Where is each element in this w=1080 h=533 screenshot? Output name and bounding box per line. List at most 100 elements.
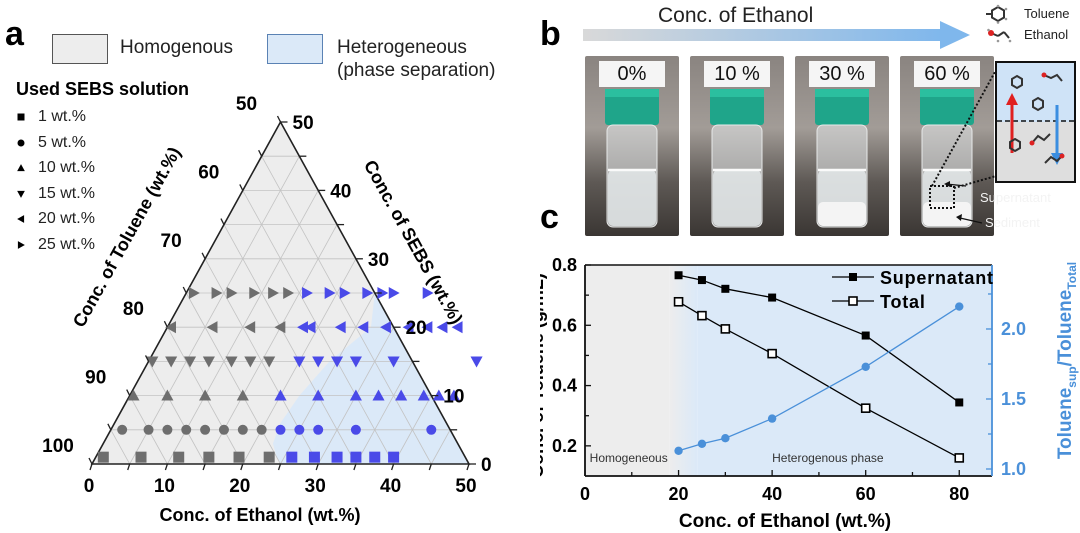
vial-cap (605, 89, 659, 125)
bottom-axis-tick (240, 463, 244, 471)
data-point-triangle-down (146, 356, 159, 368)
total-point (720, 324, 731, 334)
triangle-up-marker-shape (17, 164, 25, 172)
left-axis-tick (182, 286, 187, 294)
triangle-right-marker-shape (17, 240, 25, 249)
sebs-legend-title: Used SEBS solution (16, 79, 190, 99)
ratio-point (721, 433, 730, 443)
y-tick-label: 0.8 (552, 255, 577, 275)
data-point-triangle-left (402, 321, 414, 334)
vial-illustration (920, 89, 974, 228)
triangle-down-marker-icon (17, 190, 25, 198)
sebs-legend-label: 1 wt.% (38, 108, 87, 125)
sebs-legend-label: 20 wt.% (38, 210, 95, 227)
data-point-triangle-down (312, 356, 325, 368)
data-point-triangle-down (183, 356, 197, 368)
panel-label-c: c (540, 198, 559, 236)
data-point-triangle-down (165, 356, 178, 368)
vial-cap (815, 89, 869, 125)
homogeneous-region (585, 265, 670, 476)
vial-photo: 30 % (795, 56, 889, 236)
left-axis-tick (276, 115, 282, 123)
data-point-triangle-down (244, 356, 257, 368)
bottom-tick-label: 50 (455, 476, 476, 497)
legend-label-homogenous: Homogenous (120, 37, 234, 58)
data-point-circle (200, 424, 211, 435)
data-point-triangle-up (395, 389, 408, 401)
supernatant-point (861, 331, 870, 340)
bottom-tick-label: 40 (380, 476, 401, 497)
sebs-legend-label: 25 wt.% (38, 235, 95, 253)
data-point-square (286, 451, 298, 463)
left-tick-label: 70 (161, 231, 182, 252)
left-axis-tick (88, 457, 93, 465)
heterogeneous-region-label: Heterogenous phase (772, 451, 884, 465)
bottom-tick-label: 30 (305, 476, 326, 497)
vial-illustration (710, 89, 764, 228)
data-point-circle (143, 424, 154, 435)
y-tick-label: 0.4 (552, 376, 577, 396)
data-point-circle (181, 424, 192, 435)
total-point (767, 348, 777, 359)
legend-swatch-heterogeneous (267, 34, 323, 64)
data-point-triangle-up (349, 389, 362, 401)
bottom-axis-tick (127, 463, 131, 471)
ethanol-arrow-label: Conc. of Ethanol (658, 4, 814, 27)
data-point-triangle-right (377, 286, 389, 300)
data-point-triangle-up (432, 389, 445, 401)
bottom-axis-tick (466, 463, 470, 471)
ethanol-gradient-arrow (583, 21, 970, 49)
data-point-triangle-up (312, 389, 325, 401)
data-point-circle (256, 424, 267, 435)
right-tick-label: 50 (293, 113, 314, 134)
total-point (673, 296, 684, 307)
zoom-callout-lines (929, 69, 997, 224)
y-axis-title: Conc. of Toluene (g/mL) (540, 273, 547, 478)
x-tick-label: 40 (762, 484, 782, 504)
left-axis-tick (239, 184, 244, 191)
triangle-left-marker-icon (17, 215, 25, 223)
supernatant-point (721, 284, 730, 293)
grid-line (148, 361, 206, 465)
circle-marker-shape (17, 139, 25, 146)
sebs-legend-item: 5 wt.% (16, 134, 86, 152)
data-point-square (233, 451, 245, 463)
vial-cap (920, 89, 974, 125)
inset-molecules (997, 72, 1074, 165)
right-tick-label: 40 (330, 181, 351, 202)
supernatant-point (674, 271, 683, 280)
sebs-legend-label: 5 wt.% (38, 133, 87, 151)
data-point-square (203, 451, 215, 463)
data-point-square (350, 451, 362, 463)
square-marker-icon (17, 113, 25, 121)
sebs-legend-item: 20 wt.% (16, 210, 95, 228)
data-point-square (173, 451, 185, 463)
bottom-axis-tick (164, 463, 169, 471)
vial-concentration-label: 10 % (704, 61, 770, 87)
data-point-triangle-up (417, 389, 430, 401)
toluene-rising-arrow-icon (1006, 93, 1018, 105)
legend-label-heterogeneous-line2: (phase separation) (337, 60, 496, 81)
supernatant-point (697, 276, 706, 285)
vial-liquid (608, 170, 656, 226)
bottom-axis-tick (277, 463, 282, 471)
vial-sediment (818, 202, 866, 226)
vial-illustration (815, 89, 869, 228)
toluene-concentration-chart: Homogeneous Heterogenous phase 0 20 40 60 80 Co… (540, 255, 1079, 532)
vial-photo: 0% (585, 56, 679, 236)
y2-tick-label: 2.0 (1001, 319, 1026, 339)
sebs-legend-label: 15 wt.% (38, 184, 95, 202)
y2-tick-label: 1.0 (1001, 459, 1026, 479)
ratio-point (861, 362, 870, 371)
vial-liquid (713, 170, 761, 226)
panel-label-b: b (540, 15, 561, 53)
grid-line (110, 429, 131, 465)
data-point-triangle-down (470, 356, 483, 368)
data-point-circle (117, 424, 128, 435)
y-tick-label: 0.6 (552, 315, 577, 335)
x-tick-label: 0 (580, 484, 590, 504)
vial-cap (710, 89, 764, 125)
triangle-right-marker-icon (17, 240, 25, 249)
left-axis-tick (144, 355, 150, 362)
data-point-triangle-left (451, 321, 463, 334)
